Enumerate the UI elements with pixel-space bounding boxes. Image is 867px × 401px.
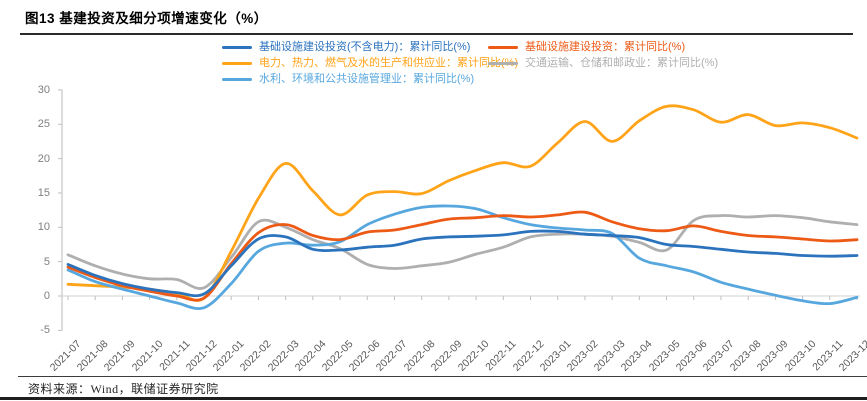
footer-divider bbox=[18, 376, 867, 377]
legend-swatch bbox=[488, 45, 518, 49]
series-line-2 bbox=[66, 104, 859, 302]
legend-item: 基础设施建设投资(不含电力)：累计同比(%) bbox=[222, 39, 518, 55]
y-axis-tick-label: 30 bbox=[37, 83, 50, 96]
legend-label: 水利、环境和公共设施管理业：累计同比(%) bbox=[259, 73, 475, 85]
chart-legend-left-column: 基础设施建设投资(不含电力)：累计同比(%) 电力、热力、燃气及水的生产和供应业：… bbox=[222, 39, 518, 87]
legend-label: 电力、热力、燃气及水的生产和供应业：累计同比(%) bbox=[259, 57, 519, 69]
legend-item: 交通运输、仓储和邮政业：累计同比(%) bbox=[488, 55, 718, 71]
legend-item: 电力、热力、燃气及水的生产和供应业：累计同比(%) bbox=[222, 55, 518, 71]
y-axis-tick-label: -5 bbox=[40, 324, 50, 337]
y-axis-tick-label: 0 bbox=[43, 290, 50, 302]
y-axis-tick-label: 25 bbox=[37, 118, 50, 131]
legend-swatch bbox=[222, 61, 252, 65]
title-divider bbox=[20, 33, 853, 35]
y-axis-tick-label: 20 bbox=[37, 152, 50, 165]
legend-swatch bbox=[488, 61, 518, 65]
page-title: 图13 基建投资及细分项增速变化（%） bbox=[25, 11, 268, 26]
y-axis-tick-label: 5 bbox=[43, 255, 50, 268]
legend-label: 交通运输、仓储和邮政业：累计同比(%) bbox=[525, 57, 719, 69]
legend-swatch bbox=[222, 77, 252, 81]
legend-swatch bbox=[222, 45, 252, 49]
legend-label: 基础设施建设投资：累计同比(%) bbox=[525, 41, 686, 53]
legend-item: 基础设施建设投资：累计同比(%) bbox=[488, 39, 718, 55]
legend-label: 基础设施建设投资(不含电力)：累计同比(%) bbox=[259, 41, 471, 53]
data-source-note: 资料来源：Wind，联储证券研究院 bbox=[28, 382, 219, 396]
series-line-4 bbox=[66, 204, 859, 310]
y-axis-tick-label: 15 bbox=[37, 186, 50, 199]
legend-item: 水利、环境和公共设施管理业：累计同比(%) bbox=[222, 71, 518, 87]
series-line-1 bbox=[66, 210, 859, 302]
line-chart-plot-area bbox=[58, 89, 860, 331]
bottom-border bbox=[0, 397, 867, 400]
series-line-0 bbox=[66, 229, 859, 298]
chart-legend-right-column: 基础设施建设投资：累计同比(%) 交通运输、仓储和邮政业：累计同比(%) bbox=[488, 39, 718, 71]
y-axis-tick-label: 10 bbox=[37, 221, 50, 234]
series-line-3 bbox=[66, 214, 859, 290]
